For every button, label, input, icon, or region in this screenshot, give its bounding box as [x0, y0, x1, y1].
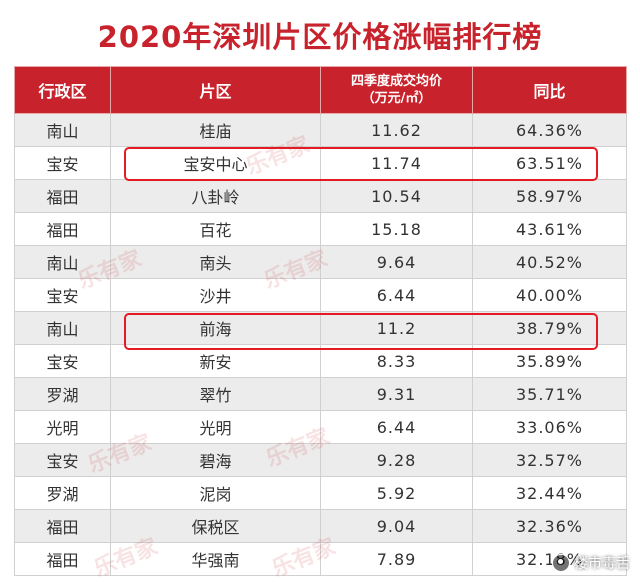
cell-price: 6.44 — [320, 278, 473, 312]
source-badge-label: 楼市毒舌 — [574, 556, 630, 572]
cell-yoy: 43.61% — [472, 212, 627, 246]
cell-district: 宝安 — [14, 278, 111, 312]
cell-area: 华强南 — [110, 542, 321, 576]
cell-price: 9.64 — [320, 245, 473, 279]
account-icon — [552, 554, 570, 572]
header-price-line1: 四季度成交均价 — [350, 74, 442, 89]
cell-area: 保税区 — [110, 509, 321, 543]
cell-district: 福田 — [14, 212, 111, 246]
table-row: 南山 南头 9.64 40.52% — [14, 245, 627, 279]
table-header-row: 行政区 片区 四季度成交均价 （万元/㎡） 同比 — [14, 66, 627, 114]
cell-yoy: 32.36% — [472, 509, 627, 543]
cell-area: 百花 — [110, 212, 321, 246]
cell-yoy: 58.97% — [472, 179, 627, 213]
cell-price: 6.44 — [320, 410, 473, 444]
table-row: 南山 前海 11.2 38.79% — [14, 311, 627, 345]
cell-district: 光明 — [14, 410, 111, 444]
cell-area: 前海 — [110, 311, 321, 345]
cell-district: 南山 — [14, 113, 111, 147]
table-row: 光明 光明 6.44 33.06% — [14, 410, 627, 444]
cell-yoy: 35.71% — [472, 377, 627, 411]
cell-area: 八卦岭 — [110, 179, 321, 213]
table-row: 罗湖 翠竹 9.31 35.71% — [14, 377, 627, 411]
cell-district: 宝安 — [14, 443, 111, 477]
cell-district: 罗湖 — [14, 476, 111, 510]
cell-area: 泥岗 — [110, 476, 321, 510]
cell-yoy: 63.51% — [472, 146, 627, 180]
table-row: 南山 桂庙 11.62 64.36% — [14, 113, 627, 147]
cell-area: 桂庙 — [110, 113, 321, 147]
cell-district: 宝安 — [14, 344, 111, 378]
cell-district: 南山 — [14, 245, 111, 279]
header-price: 四季度成交均价 （万元/㎡） — [320, 66, 473, 114]
page-title: 2020年深圳片区价格涨幅排行榜 — [97, 20, 543, 54]
cell-price: 9.04 — [320, 509, 473, 543]
cell-area: 沙井 — [110, 278, 321, 312]
cell-price: 11.2 — [320, 311, 473, 345]
cell-area: 南头 — [110, 245, 321, 279]
table-row: 宝安 沙井 6.44 40.00% — [14, 278, 627, 312]
cell-price: 9.31 — [320, 377, 473, 411]
header-district: 行政区 — [14, 66, 111, 114]
cell-yoy: 35.89% — [472, 344, 627, 378]
cell-price: 5.92 — [320, 476, 473, 510]
cell-area: 碧海 — [110, 443, 321, 477]
table-row: 福田 八卦岭 10.54 58.97% — [14, 179, 627, 213]
cell-price: 11.62 — [320, 113, 473, 147]
table-row: 罗湖 泥岗 5.92 32.44% — [14, 476, 627, 510]
cell-price: 11.74 — [320, 146, 473, 180]
cell-area: 宝安中心 — [110, 146, 321, 180]
ranking-table: 行政区 片区 四季度成交均价 （万元/㎡） 同比 南山 桂庙 11.62 64.36%… — [14, 66, 627, 576]
cell-yoy: 32.44% — [472, 476, 627, 510]
cell-yoy: 38.79% — [472, 311, 627, 345]
cell-district: 福田 — [14, 542, 111, 576]
cell-yoy: 64.36% — [472, 113, 627, 147]
table-row: 福田 百花 15.18 43.61% — [14, 212, 627, 246]
cell-price: 15.18 — [320, 212, 473, 246]
cell-yoy: 32.57% — [472, 443, 627, 477]
table-row: 宝安 新安 8.33 35.89% — [14, 344, 627, 378]
table-row: 宝安 碧海 9.28 32.57% — [14, 443, 627, 477]
table-row: 宝安 宝安中心 11.74 63.51% — [14, 146, 627, 180]
cell-price: 7.89 — [320, 542, 473, 576]
table-row: 福田 华强南 7.89 32.18% — [14, 542, 627, 576]
table-row: 福田 保税区 9.04 32.36% — [14, 509, 627, 543]
source-badge: 楼市毒舌 — [552, 553, 630, 573]
cell-price: 9.28 — [320, 443, 473, 477]
cell-price: 8.33 — [320, 344, 473, 378]
header-price-line2: （万元/㎡） — [361, 91, 432, 106]
cell-area: 翠竹 — [110, 377, 321, 411]
cell-yoy: 40.00% — [472, 278, 627, 312]
cell-district: 福田 — [14, 509, 111, 543]
cell-district: 福田 — [14, 179, 111, 213]
header-area: 片区 — [110, 66, 321, 114]
cell-yoy: 32.18% — [472, 542, 627, 576]
cell-area: 光明 — [110, 410, 321, 444]
cell-price: 10.54 — [320, 179, 473, 213]
cell-area: 新安 — [110, 344, 321, 378]
cell-district: 宝安 — [14, 146, 111, 180]
cell-district: 南山 — [14, 311, 111, 345]
cell-yoy: 33.06% — [472, 410, 627, 444]
cell-district: 罗湖 — [14, 377, 111, 411]
header-yoy: 同比 — [472, 66, 627, 114]
cell-yoy: 40.52% — [472, 245, 627, 279]
